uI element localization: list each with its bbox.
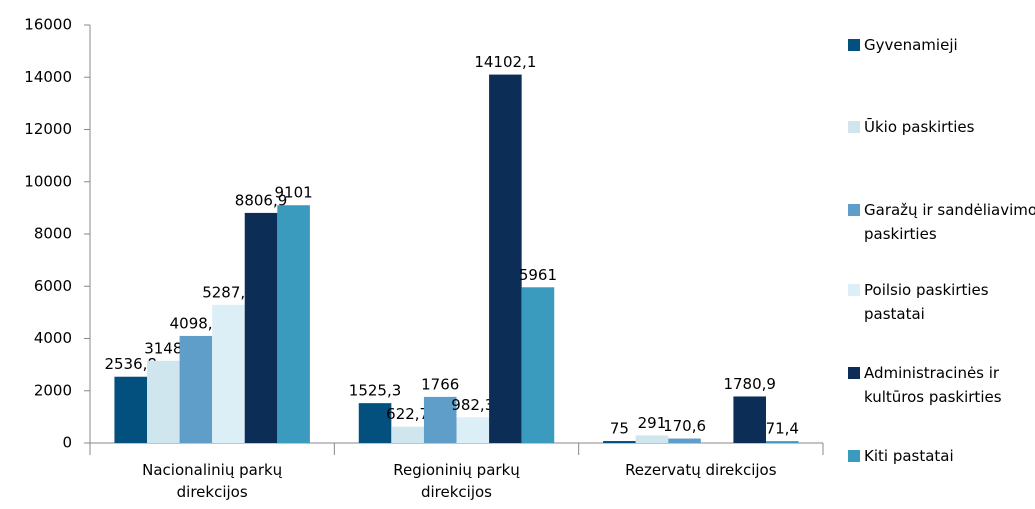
bar [765, 441, 799, 443]
data-label: 14102,1 [474, 53, 536, 71]
y-tick-label: 16000 [24, 16, 72, 34]
y-tick-label: 6000 [34, 277, 72, 295]
legend-swatch [848, 39, 860, 51]
x-tick-label: Regioninių parkų direkcijos [393, 461, 520, 501]
x-tick-label: Rezervatų direkcijos [625, 461, 777, 479]
legend-swatch [848, 204, 860, 216]
bar [456, 417, 490, 443]
y-tick-label: 8000 [34, 225, 72, 243]
data-label: 8806,9 [235, 191, 288, 209]
bar [391, 426, 424, 443]
y-tick-label: 10000 [24, 172, 72, 190]
legend-label: Administracinės ir kultūros paskirties [864, 364, 1002, 406]
data-label: 75 [610, 420, 629, 438]
data-label: 1766 [421, 375, 459, 393]
data-label: 170,6 [663, 417, 706, 435]
data-label: 1780,9 [723, 375, 776, 393]
bar [277, 205, 310, 443]
y-tick-label: 12000 [24, 120, 72, 138]
bar [635, 435, 669, 443]
data-label: 3148 [144, 339, 182, 357]
y-tick-label: 14000 [24, 68, 72, 86]
bar [114, 376, 148, 443]
bar [733, 396, 766, 443]
y-tick-label: 2000 [34, 381, 72, 399]
bar [521, 287, 555, 443]
data-label: 291 [638, 414, 667, 432]
data-label: 982,3 [451, 396, 494, 414]
data-label: 2536,8 [104, 355, 157, 373]
data-label: 5961 [519, 266, 557, 284]
legend-swatch [848, 450, 860, 462]
legend-label: Gyvenamieji [864, 36, 958, 54]
legend-label: Poilsio paskirties pastatai [864, 281, 989, 323]
legend-swatch [848, 284, 860, 296]
data-label: 4098,6 [170, 314, 223, 332]
data-label: 622,7 [386, 405, 429, 423]
bar [212, 304, 245, 443]
bar [489, 74, 522, 443]
bar [603, 441, 636, 443]
legend-swatch [848, 121, 860, 133]
legend-label: Garažų ir sandėliavimo paskirties [864, 201, 1035, 243]
bar [179, 335, 213, 443]
data-label: 1525,3 [349, 382, 402, 400]
bar [244, 212, 278, 443]
legend-swatch [848, 367, 860, 379]
bar [358, 403, 392, 443]
data-label: 71,4 [766, 420, 799, 438]
bar [668, 438, 701, 443]
bar [423, 396, 457, 443]
legend-label: Kiti pastatai [864, 447, 954, 465]
data-label: 5287,2 [202, 283, 255, 301]
bar [147, 360, 180, 443]
y-tick-label: 0 [62, 434, 72, 452]
legend-label: Ūkio paskirties [864, 118, 975, 136]
y-tick-label: 4000 [34, 329, 72, 347]
x-tick-label: Nacionalinių parkų direkcijos [142, 461, 283, 501]
data-label: 9101 [275, 184, 313, 202]
